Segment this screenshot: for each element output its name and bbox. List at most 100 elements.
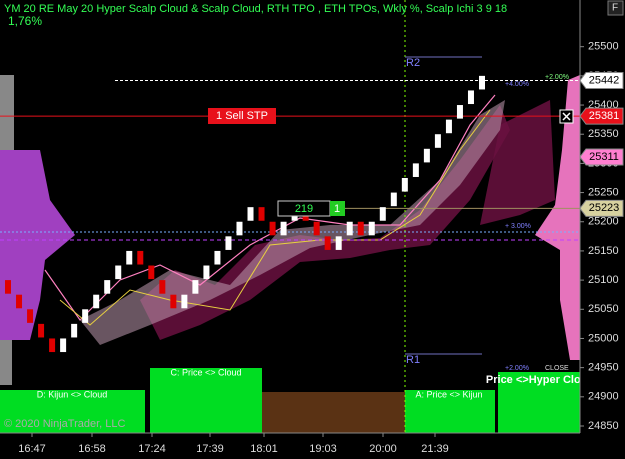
brick: [434, 134, 441, 148]
brick: [280, 221, 287, 236]
price-tag-label: 25381: [589, 110, 620, 122]
brick: [82, 309, 89, 323]
order-label-box[interactable]: [208, 108, 276, 124]
y-tick-label: 25000: [588, 332, 619, 344]
annotation: R2: [406, 57, 420, 69]
brick: [236, 221, 243, 236]
zone-box: [498, 372, 580, 433]
zone-box: [262, 392, 405, 433]
order-cancel-icon[interactable]: [562, 112, 571, 121]
brick: [214, 250, 221, 265]
y-tick-label: 25500: [588, 41, 619, 53]
x-tick-label: 16:47: [18, 443, 46, 455]
close-button[interactable]: [607, 0, 624, 16]
brick: [324, 236, 331, 250]
x-tick-label: 17:39: [196, 443, 224, 455]
volume-profile: [0, 75, 580, 385]
brick: [346, 221, 353, 236]
cloud: [80, 100, 505, 345]
zone-label: D: Kijun <> Cloud: [37, 389, 108, 399]
brick: [104, 280, 111, 294]
brick: [203, 265, 210, 280]
brick: [269, 221, 276, 236]
price-tag: [579, 107, 624, 125]
annotation: + 3.00%: [505, 223, 531, 230]
brick: [423, 148, 430, 163]
annotation: +2.00%: [545, 74, 569, 81]
brick: [181, 294, 188, 309]
chart-title: YM 20 RE May 20 Hyper Scalp Cloud & Scal…: [4, 3, 507, 15]
price-tag-label: 25223: [589, 202, 620, 214]
zone-label: C: Price <> Cloud: [170, 367, 241, 377]
brick: [401, 177, 408, 192]
brick: [390, 192, 397, 207]
brick: [379, 207, 386, 221]
brick: [313, 221, 320, 236]
brick: [115, 265, 122, 280]
brick: [225, 236, 232, 250]
price-tag: [579, 72, 624, 90]
price-tag: [579, 199, 624, 217]
order-label[interactable]: 1 Sell STP: [216, 110, 268, 122]
y-tick-label: 25050: [588, 303, 619, 315]
price-tag-label: 25442: [589, 74, 620, 86]
zone-box: [0, 390, 145, 433]
x-tick-label: 18:01: [250, 443, 278, 455]
close-button-label[interactable]: F: [612, 3, 618, 14]
brick: [170, 294, 177, 309]
brick: [467, 90, 474, 105]
zone-label: Price <>Hyper Cloud: [486, 374, 594, 386]
brick: [247, 207, 254, 221]
x-tick-label: 21:39: [421, 443, 449, 455]
brick: [60, 338, 67, 353]
price-tag: [579, 148, 624, 166]
brick: [16, 294, 23, 309]
zone-box: [150, 368, 262, 433]
brick: [5, 280, 11, 294]
brick: [38, 323, 45, 338]
annotation: +2.00%: [505, 365, 529, 372]
zone-box: [405, 390, 495, 433]
chart-subtitle: 1,76%: [8, 14, 42, 28]
x-tick-label: 20:00: [369, 443, 397, 455]
cloud: [140, 105, 510, 340]
y-tick-label: 25150: [588, 245, 619, 257]
brick: [412, 163, 419, 177]
brick: [192, 280, 199, 294]
brick: [126, 250, 133, 265]
brick: [27, 309, 34, 323]
y-tick-label: 24950: [588, 362, 619, 374]
position-size-box: [330, 201, 345, 216]
brick: [71, 323, 78, 338]
brick: [159, 280, 166, 294]
position-size: 1: [334, 203, 340, 215]
price-tag-label: 25311: [589, 151, 619, 163]
position-qty: 219: [295, 203, 313, 215]
brick: [456, 105, 463, 119]
brick: [368, 221, 375, 236]
brick: [49, 338, 56, 353]
copyright: © 2020 NinjaTrader, LLC: [4, 418, 125, 430]
x-tick-label: 19:03: [309, 443, 337, 455]
zone-label: A: Price <> Kijun: [415, 389, 482, 399]
brick: [445, 119, 452, 134]
brick: [148, 265, 155, 280]
y-tick-label: 25200: [588, 216, 619, 228]
y-tick-label: 24900: [588, 391, 619, 403]
y-tick-label: 25100: [588, 274, 619, 286]
annotation: R1: [406, 354, 420, 366]
annotation: +4.00%: [505, 81, 529, 88]
y-tick-label: 25350: [588, 128, 619, 140]
x-tick-label: 17:24: [138, 443, 166, 455]
y-tick-label: 24850: [588, 420, 619, 432]
brick: [93, 294, 100, 309]
brick: [479, 75, 485, 90]
brick: [258, 207, 265, 221]
brick: [357, 221, 364, 236]
brick: [137, 250, 144, 265]
indicator-line: [59, 109, 491, 326]
annotation: CLOSE: [545, 365, 569, 372]
x-tick-label: 16:58: [78, 443, 106, 455]
